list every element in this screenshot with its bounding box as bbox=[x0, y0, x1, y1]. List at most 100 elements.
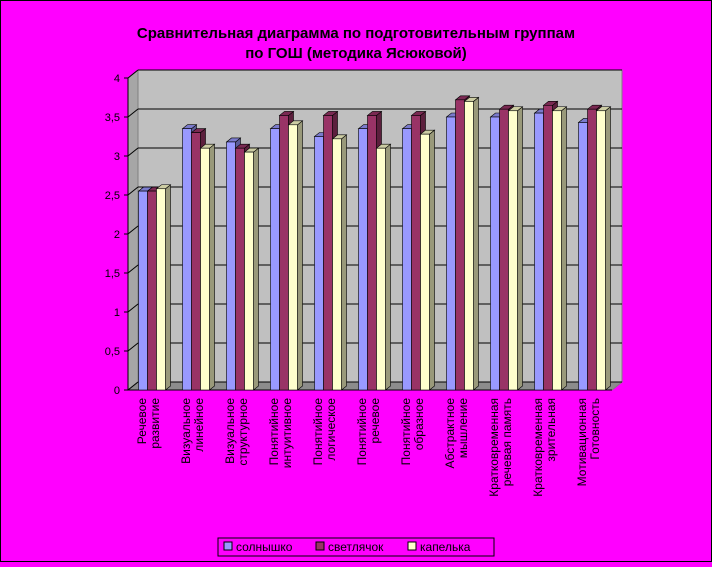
bar-side bbox=[385, 143, 391, 391]
bar bbox=[464, 101, 474, 391]
y-tick-label: 0,5 bbox=[105, 346, 120, 358]
bar bbox=[358, 128, 368, 391]
bar-side bbox=[429, 129, 435, 391]
bar bbox=[534, 112, 544, 391]
y-tick-label: 0 bbox=[114, 385, 120, 397]
bar bbox=[147, 190, 157, 391]
chart-title-line1: Сравнительная диаграмма по подготовитель… bbox=[137, 25, 575, 42]
bar bbox=[420, 133, 430, 391]
gridline-side bbox=[127, 225, 139, 235]
bar-side bbox=[297, 120, 303, 391]
bar bbox=[578, 122, 588, 391]
x-tick-label-group: Понятийное речевое bbox=[355, 398, 382, 466]
bar bbox=[587, 108, 597, 391]
bar bbox=[499, 108, 509, 391]
bar bbox=[182, 128, 192, 391]
bar-side bbox=[561, 106, 567, 391]
x-tick-label: Готовность bbox=[588, 398, 602, 460]
bar-side bbox=[517, 106, 523, 391]
x-tick-label: Понятийное bbox=[355, 398, 369, 466]
bar bbox=[226, 141, 236, 391]
gridline-side bbox=[127, 264, 139, 274]
x-tick-label-group: Речевое развитие bbox=[135, 398, 162, 449]
y-tick-label: 2,5 bbox=[105, 190, 120, 202]
x-tick-label-group: Понятийное интуитивное bbox=[267, 398, 294, 469]
bar bbox=[508, 110, 518, 391]
bar bbox=[323, 115, 333, 391]
x-tick-label: Мотивационная bbox=[575, 398, 589, 486]
x-tick-label-group: Визуальное линейное bbox=[179, 398, 206, 464]
bar bbox=[270, 128, 280, 391]
bar bbox=[446, 116, 456, 391]
x-tick-label: Кратковременная bbox=[531, 398, 545, 497]
x-tick-label-group: Понятийное образное bbox=[399, 398, 426, 466]
legend-label: солнышко bbox=[236, 540, 293, 554]
bar bbox=[138, 190, 148, 391]
x-tick-label-group: Понятийное логическое bbox=[311, 398, 338, 466]
legend-swatch bbox=[407, 541, 417, 551]
legend-label: светлячок bbox=[328, 540, 384, 554]
gridline-side bbox=[127, 186, 139, 196]
legend-label: капелька bbox=[420, 540, 471, 554]
x-tick-label: Понятийное bbox=[267, 398, 281, 466]
x-tick-label: речевая память bbox=[500, 398, 514, 486]
bar-side bbox=[165, 184, 171, 391]
x-tick-label: Визуальное bbox=[179, 398, 193, 464]
bar bbox=[288, 124, 298, 391]
x-tick-label-group: Кратковременная речевая память bbox=[487, 398, 514, 497]
legend-swatch bbox=[223, 541, 233, 551]
x-tick-label: интуитивное bbox=[280, 398, 294, 469]
chart-title-line2: по ГОШ (методика Ясюковой) bbox=[245, 45, 467, 62]
bar bbox=[552, 110, 562, 391]
plot-area: 0 0,5 1 1,5 2 2,5 3 3,5 4 Речевое развитие Визуальн… bbox=[105, 68, 624, 497]
bar bbox=[596, 110, 606, 391]
bar bbox=[244, 151, 254, 391]
y-tick-label: 3,5 bbox=[105, 112, 120, 124]
x-tick-label: линейное bbox=[192, 398, 206, 452]
y-tick-label: 1 bbox=[114, 307, 120, 319]
x-tick-label: образное bbox=[412, 398, 426, 451]
bar bbox=[279, 115, 289, 391]
x-tick-label: мышление bbox=[456, 398, 470, 459]
x-tick-label: речевое bbox=[368, 398, 382, 444]
x-tick-label: Визуальное bbox=[223, 398, 237, 464]
x-tick-label: развитие bbox=[148, 398, 162, 449]
bar-side bbox=[473, 96, 479, 391]
x-tick-label: Речевое bbox=[135, 398, 149, 445]
gridline-side bbox=[127, 147, 139, 157]
gridline-side bbox=[127, 342, 139, 352]
bar bbox=[490, 116, 500, 391]
x-tick-label: зрительная bbox=[544, 398, 558, 462]
x-tick-label-group: Мотивационная Готовность bbox=[575, 398, 602, 486]
bar-side bbox=[605, 106, 611, 391]
bar bbox=[367, 115, 377, 391]
bar bbox=[156, 188, 166, 391]
bar bbox=[543, 105, 553, 391]
gridline-side bbox=[127, 381, 139, 391]
x-tick-label: логическое bbox=[324, 398, 338, 461]
bar bbox=[376, 147, 386, 391]
bar bbox=[411, 115, 421, 391]
legend-box bbox=[217, 537, 495, 557]
y-tick-label: 1,5 bbox=[105, 268, 120, 280]
gridline-side bbox=[127, 303, 139, 313]
bar-side bbox=[341, 134, 347, 391]
x-tick-label: Понятийное bbox=[311, 398, 325, 466]
bar-side bbox=[253, 147, 259, 391]
x-tick-label-group: Визуальное структурное bbox=[223, 398, 250, 466]
bar bbox=[402, 128, 412, 391]
bar bbox=[314, 136, 324, 391]
x-tick-label-group: Кратковременная зрительная bbox=[531, 398, 558, 497]
bar bbox=[332, 138, 342, 391]
x-tick-label: структурное bbox=[236, 398, 250, 466]
y-tick-label: 3 bbox=[114, 151, 120, 163]
x-tick-label-group: Абстрактное мышление bbox=[443, 398, 470, 469]
legend: солнышко светлячок капелька bbox=[217, 537, 495, 557]
y-tick-label: 4 bbox=[114, 73, 120, 85]
x-tick-label: Понятийное bbox=[399, 398, 413, 466]
x-tick-label: Абстрактное bbox=[443, 398, 457, 469]
bar bbox=[191, 132, 201, 391]
bar-side bbox=[209, 143, 215, 391]
